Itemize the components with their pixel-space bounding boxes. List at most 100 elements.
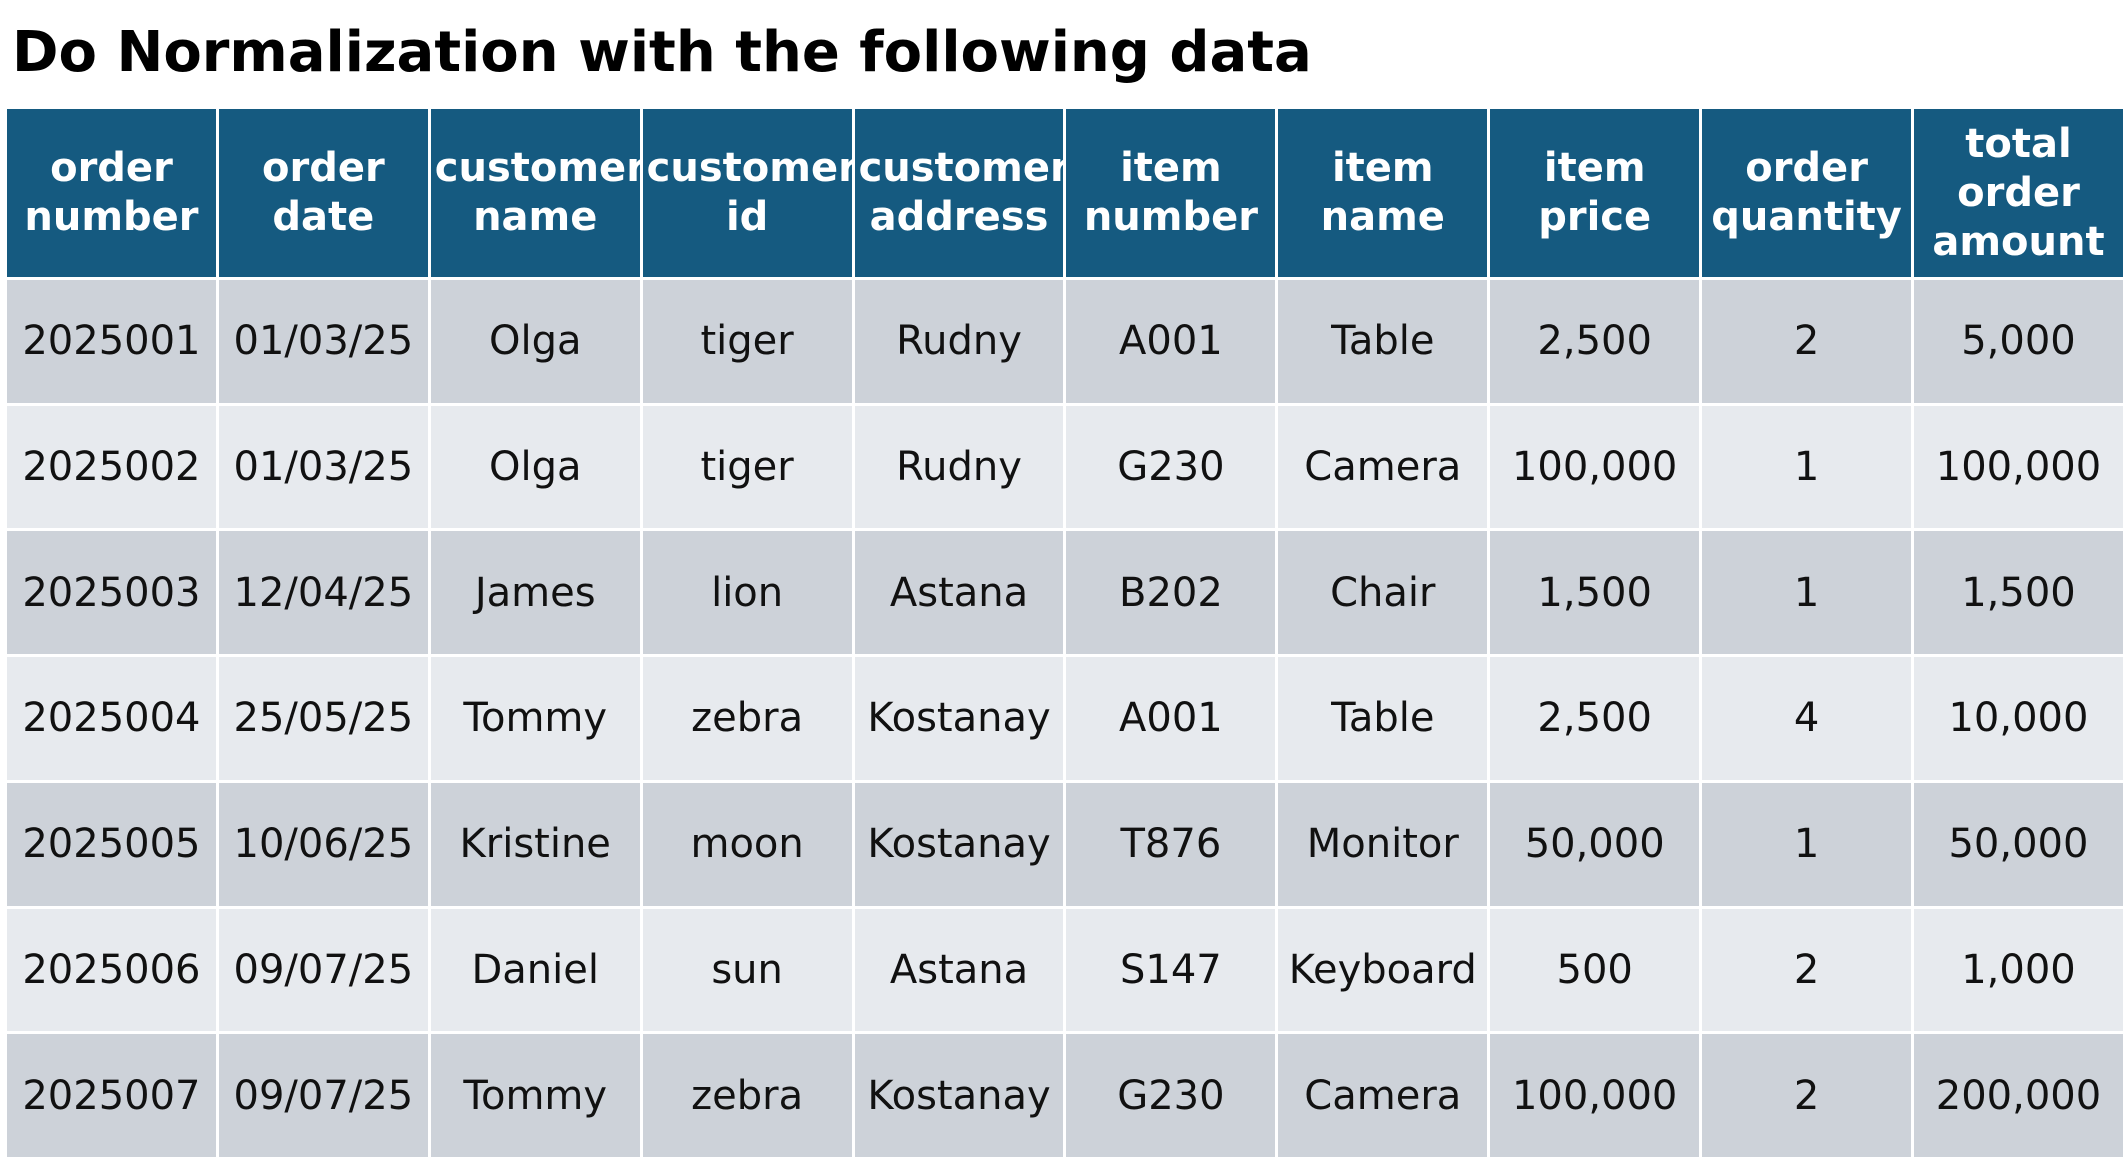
column-header-text: name bbox=[1320, 194, 1445, 240]
column-header-text: order bbox=[50, 145, 173, 191]
column-header-item-price: item price bbox=[1487, 106, 1703, 280]
table-row: 2025004 25/05/25 Tommy zebra Kostanay A001 Tab… bbox=[4, 654, 2126, 783]
cell-total-order-amount: 100,000 bbox=[1911, 402, 2126, 532]
table-row: 2025003 12/04/25 James lion Astana B202 Chair 1… bbox=[4, 528, 2126, 658]
table-row: 2025005 10/06/25 Kristine moon Kostanay T876 M… bbox=[4, 779, 2126, 909]
column-header-order-number: order number bbox=[4, 106, 219, 280]
cell-customer-id: sun bbox=[639, 905, 855, 1035]
cell-order-number: 2025006 bbox=[4, 905, 219, 1035]
column-header-text: total bbox=[1965, 120, 2072, 167]
column-header-text: address bbox=[869, 194, 1049, 240]
cell-total-order-amount: 10,000 bbox=[1911, 654, 2126, 783]
cell-customer-name: Tommy bbox=[427, 1031, 643, 1160]
cell-customer-id: zebra bbox=[639, 1031, 855, 1160]
column-header-customer-address: customer address bbox=[851, 106, 1067, 280]
cell-customer-id: lion bbox=[639, 528, 855, 658]
cell-item-number: A001 bbox=[1063, 654, 1279, 783]
cell-item-name: Camera bbox=[1275, 1031, 1491, 1160]
cell-customer-address: Kostanay bbox=[851, 1031, 1067, 1160]
column-header-item-name: item name bbox=[1275, 106, 1491, 280]
column-header-customer-id: customer id bbox=[639, 106, 855, 280]
cell-customer-id: moon bbox=[639, 779, 855, 909]
orders-table: order number order date customer name customer… bbox=[4, 106, 2126, 1160]
cell-item-price: 500 bbox=[1487, 905, 1703, 1035]
column-header-total-order-amount: total order amount bbox=[1911, 106, 2126, 280]
column-header-order-quantity: order quantity bbox=[1699, 106, 1915, 280]
cell-item-price: 100,000 bbox=[1487, 1031, 1703, 1160]
cell-item-number: S147 bbox=[1063, 905, 1279, 1035]
cell-item-price: 2,500 bbox=[1487, 654, 1703, 783]
cell-item-name: Table bbox=[1275, 277, 1491, 406]
column-header-text: order bbox=[1957, 169, 2080, 216]
column-header-item-number: item number bbox=[1063, 106, 1279, 280]
cell-item-name: Chair bbox=[1275, 528, 1491, 658]
cell-order-quantity: 1 bbox=[1699, 779, 1915, 909]
cell-order-quantity: 2 bbox=[1699, 1031, 1915, 1160]
column-header-text: item bbox=[1331, 145, 1434, 191]
cell-order-number: 2025001 bbox=[4, 277, 219, 406]
table-row: 2025007 09/07/25 Tommy zebra Kostanay G230 Cam… bbox=[4, 1031, 2126, 1160]
cell-customer-address: Kostanay bbox=[851, 779, 1067, 909]
cell-customer-id: zebra bbox=[639, 654, 855, 783]
cell-total-order-amount: 5,000 bbox=[1911, 277, 2126, 406]
cell-item-name: Table bbox=[1275, 654, 1491, 783]
cell-customer-name: Olga bbox=[427, 402, 643, 532]
cell-item-price: 100,000 bbox=[1487, 402, 1703, 532]
cell-customer-name: Tommy bbox=[427, 654, 643, 783]
column-header-text: price bbox=[1538, 194, 1652, 240]
column-header-text: id bbox=[725, 194, 769, 240]
cell-order-date: 12/04/25 bbox=[215, 528, 431, 658]
table-body: 2025001 01/03/25 Olga tiger Rudny A001 Table 2,… bbox=[4, 277, 2126, 1160]
cell-total-order-amount: 1,500 bbox=[1911, 528, 2126, 658]
cell-customer-id: tiger bbox=[639, 277, 855, 406]
table-row: 2025001 01/03/25 Olga tiger Rudny A001 Table 2,… bbox=[4, 277, 2126, 406]
cell-item-price: 50,000 bbox=[1487, 779, 1703, 909]
cell-customer-address: Kostanay bbox=[851, 654, 1067, 783]
cell-order-quantity: 1 bbox=[1699, 402, 1915, 532]
cell-order-number: 2025003 bbox=[4, 528, 219, 658]
column-header-text: date bbox=[272, 194, 375, 240]
cell-item-name: Keyboard bbox=[1275, 905, 1491, 1035]
cell-order-number: 2025007 bbox=[4, 1031, 219, 1160]
cell-customer-id: tiger bbox=[639, 402, 855, 532]
column-header-text: name bbox=[473, 194, 598, 240]
cell-item-number: B202 bbox=[1063, 528, 1279, 658]
column-header-text: order bbox=[1745, 145, 1868, 191]
column-header-text: customer bbox=[646, 145, 854, 191]
cell-item-price: 1,500 bbox=[1487, 528, 1703, 658]
table-header: order number order date customer name customer… bbox=[4, 106, 2126, 280]
cell-total-order-amount: 50,000 bbox=[1911, 779, 2126, 909]
page-title: Do Normalization with the following data bbox=[12, 20, 1312, 85]
cell-order-quantity: 4 bbox=[1699, 654, 1915, 783]
cell-item-number: G230 bbox=[1063, 402, 1279, 532]
table-row: 2025002 01/03/25 Olga tiger Rudny G230 Camera 1… bbox=[4, 402, 2126, 532]
cell-order-date: 09/07/25 bbox=[215, 905, 431, 1035]
cell-customer-name: Kristine bbox=[427, 779, 643, 909]
cell-item-name: Monitor bbox=[1275, 779, 1491, 909]
column-header-text: customer bbox=[858, 145, 1065, 191]
column-header-text: amount bbox=[1932, 218, 2105, 265]
cell-order-date: 25/05/25 bbox=[215, 654, 431, 783]
cell-item-number: T876 bbox=[1063, 779, 1279, 909]
column-header-customer-name: customer name bbox=[427, 106, 643, 280]
column-header-text: order bbox=[261, 145, 385, 191]
cell-order-number: 2025004 bbox=[4, 654, 219, 783]
cell-item-price: 2,500 bbox=[1487, 277, 1703, 406]
cell-order-quantity: 2 bbox=[1699, 905, 1915, 1035]
column-header-text: item bbox=[1120, 145, 1222, 191]
cell-order-date: 10/06/25 bbox=[215, 779, 431, 909]
column-header-text: number bbox=[1083, 194, 1258, 240]
cell-item-name: Camera bbox=[1275, 402, 1491, 532]
column-header-text: item bbox=[1543, 145, 1646, 191]
header-row: order number order date customer name customer… bbox=[4, 106, 2126, 280]
cell-item-number: G230 bbox=[1063, 1031, 1279, 1160]
cell-customer-address: Rudny bbox=[851, 277, 1067, 406]
cell-order-quantity: 2 bbox=[1699, 277, 1915, 406]
cell-order-number: 2025002 bbox=[4, 402, 219, 532]
cell-order-quantity: 1 bbox=[1699, 528, 1915, 658]
cell-order-number: 2025005 bbox=[4, 779, 219, 909]
column-header-text: number bbox=[24, 194, 199, 240]
cell-customer-address: Astana bbox=[851, 905, 1067, 1035]
cell-customer-name: Olga bbox=[427, 277, 643, 406]
cell-total-order-amount: 200,000 bbox=[1911, 1031, 2126, 1160]
